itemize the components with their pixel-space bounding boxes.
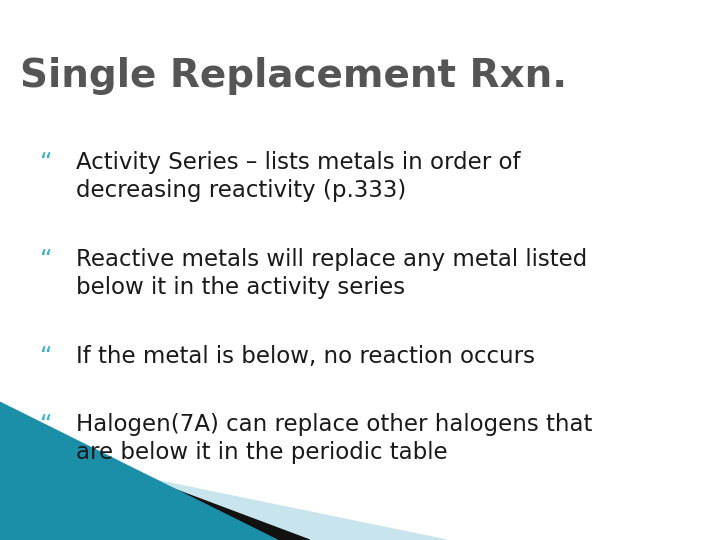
Polygon shape xyxy=(0,448,446,540)
Polygon shape xyxy=(0,402,277,540)
Text: If the metal is below, no reaction occurs: If the metal is below, no reaction occur… xyxy=(76,345,534,368)
Text: Halogen(7A) can replace other halogens that: Halogen(7A) can replace other halogens t… xyxy=(76,413,592,436)
Text: “: “ xyxy=(40,413,52,437)
Text: Reactive metals will replace any metal listed: Reactive metals will replace any metal l… xyxy=(76,248,587,271)
Text: “: “ xyxy=(40,345,52,368)
Text: below it in the activity series: below it in the activity series xyxy=(76,276,405,299)
Text: Activity Series – lists metals in order of: Activity Series – lists metals in order … xyxy=(76,151,520,174)
Text: are below it in the periodic table: are below it in the periodic table xyxy=(76,441,447,464)
Text: “: “ xyxy=(40,151,52,175)
Text: “: “ xyxy=(40,248,52,272)
Polygon shape xyxy=(0,424,310,540)
Text: Single Replacement Rxn.: Single Replacement Rxn. xyxy=(20,57,567,94)
Text: decreasing reactivity (p.333): decreasing reactivity (p.333) xyxy=(76,179,406,202)
